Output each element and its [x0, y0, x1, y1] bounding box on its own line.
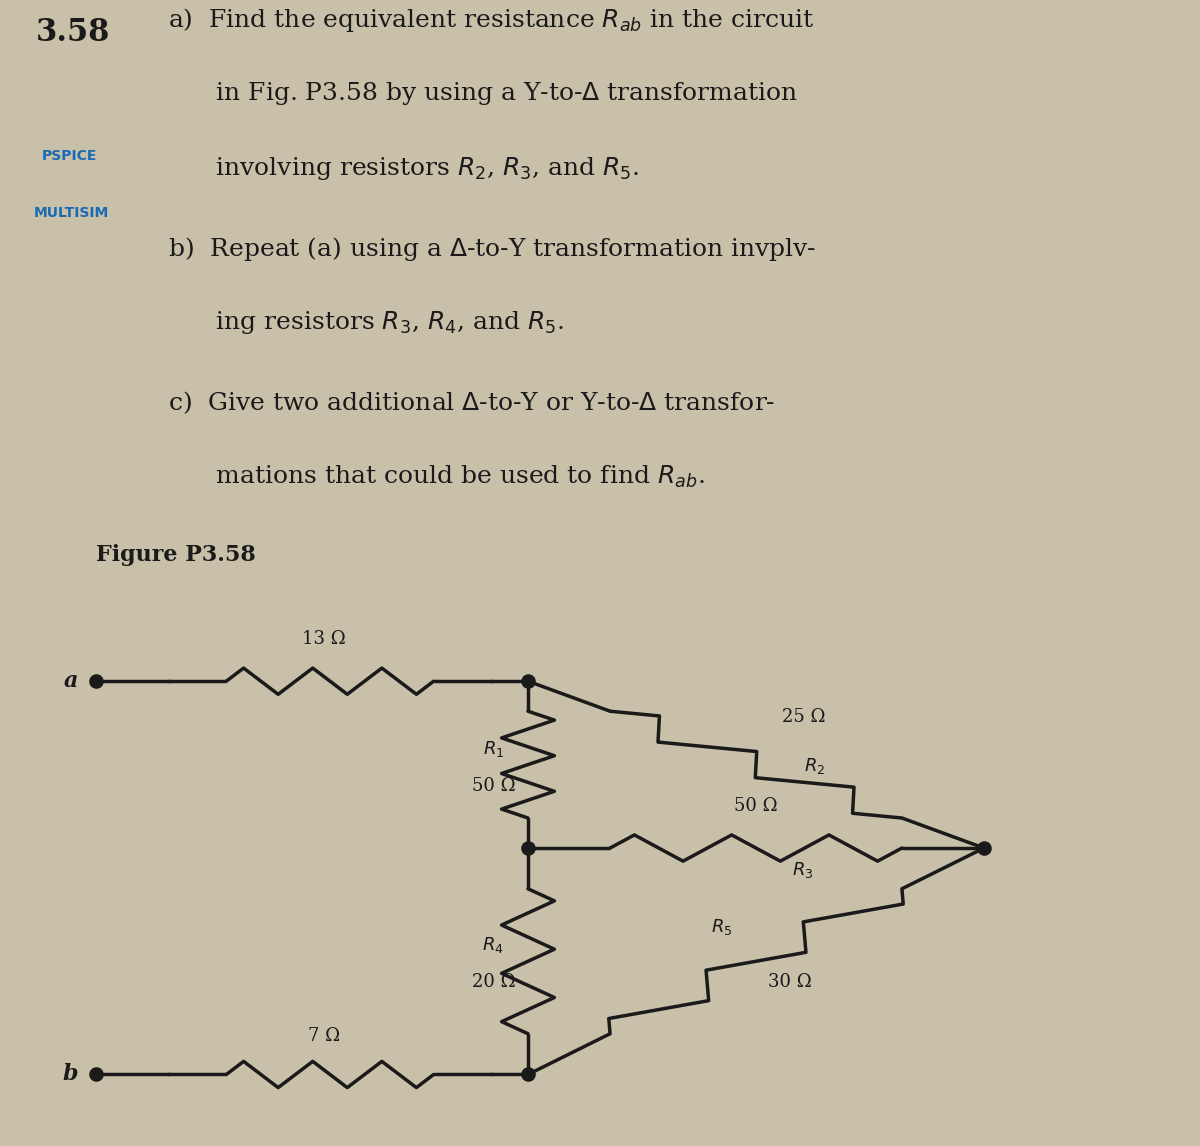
- Point: [974, 839, 994, 857]
- Text: involving resistors $R_2$, $R_3$, and $R_5$.: involving resistors $R_2$, $R_3$, and $R…: [168, 155, 640, 182]
- Text: Figure P3.58: Figure P3.58: [96, 544, 256, 566]
- Text: in Fig. P3.58 by using a Y-to-$\Delta$ transformation: in Fig. P3.58 by using a Y-to-$\Delta$ t…: [168, 80, 798, 108]
- Point: [86, 672, 106, 690]
- Point: [518, 1066, 538, 1084]
- Text: MULTISIM: MULTISIM: [34, 206, 109, 220]
- Text: a)  Find the equivalent resistance $R_{ab}$ in the circuit: a) Find the equivalent resistance $R_{ab…: [168, 6, 815, 33]
- Point: [86, 1066, 106, 1084]
- Text: mations that could be used to find $R_{ab}$.: mations that could be used to find $R_{a…: [168, 464, 704, 490]
- Text: $R_4$: $R_4$: [482, 935, 504, 956]
- Text: PSPICE: PSPICE: [42, 149, 97, 163]
- Text: ing resistors $R_3$, $R_4$, and $R_5$.: ing resistors $R_3$, $R_4$, and $R_5$.: [168, 309, 564, 337]
- Text: 25 Ω: 25 Ω: [782, 708, 826, 725]
- Point: [518, 839, 538, 857]
- Text: b: b: [62, 1063, 78, 1085]
- Text: c)  Give two additional $\Delta$-to-Y or Y-to-$\Delta$ transfor-: c) Give two additional $\Delta$-to-Y or …: [168, 390, 775, 416]
- Text: 3.58: 3.58: [36, 17, 110, 48]
- Text: 50 Ω: 50 Ω: [473, 777, 516, 794]
- Text: $R_3$: $R_3$: [792, 860, 814, 880]
- Text: $R_5$: $R_5$: [710, 918, 732, 937]
- Text: $R_1$: $R_1$: [482, 739, 504, 759]
- Point: [518, 672, 538, 690]
- Text: 20 Ω: 20 Ω: [473, 973, 516, 991]
- Text: 30 Ω: 30 Ω: [768, 973, 811, 991]
- Text: b)  Repeat (a) using a $\Delta$-to-Y transformation invplv-: b) Repeat (a) using a $\Delta$-to-Y tran…: [168, 235, 816, 262]
- Text: a: a: [64, 670, 78, 692]
- Text: 13 Ω: 13 Ω: [302, 630, 346, 649]
- Text: 50 Ω: 50 Ω: [734, 798, 778, 815]
- Text: 7 Ω: 7 Ω: [308, 1027, 340, 1045]
- Text: $R_2$: $R_2$: [804, 755, 826, 776]
